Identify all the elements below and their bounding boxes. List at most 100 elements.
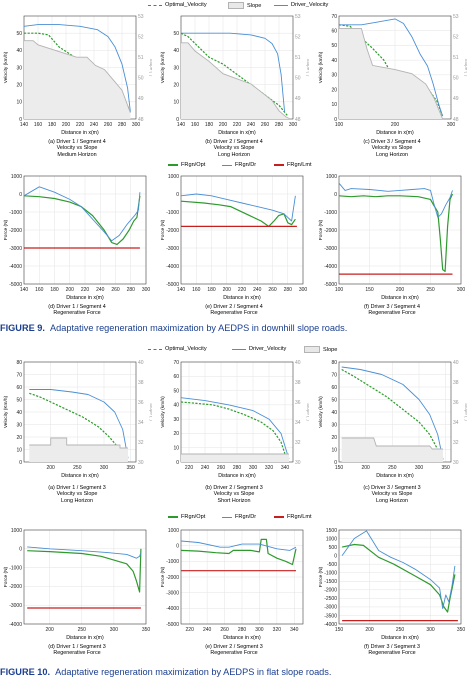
plot-frame [338, 529, 462, 625]
series-slope-area [341, 438, 443, 462]
y-tick-label: 40 [173, 48, 179, 54]
y2-tick-label: 53 [295, 14, 301, 20]
legend-driver-velocity: Driver_Velocity [232, 346, 286, 352]
x-tick-label: 180 [207, 287, 216, 293]
x-tick-label: 250 [73, 465, 82, 471]
series-frgn-opt [180, 538, 297, 566]
y2-tick-label: 36 [138, 400, 144, 406]
y-axis-label: Velocity (km/h) [160, 51, 166, 83]
caption-9a: (a) Driver 1 / Segment 4 Velocity vs Slop… [48, 139, 106, 158]
y-tick-label: -5000 [9, 282, 22, 288]
y-tick-label: 0 [176, 192, 179, 198]
legend-frgn-lmt: FRgn/Lmt [274, 162, 312, 168]
plot-frame [180, 529, 304, 625]
y-tick-label: 60 [331, 385, 337, 391]
y2-tick-label: 50 [453, 76, 459, 82]
series-frgn-dr [23, 186, 141, 242]
y-tick-label: -3000 [9, 603, 22, 609]
x-tick-label: 240 [90, 122, 99, 128]
x-tick-label: 160 [191, 122, 200, 128]
y-tick-label: -4000 [166, 264, 179, 270]
y-tick-label: 30 [331, 73, 337, 79]
x-tick-label: 160 [34, 122, 43, 128]
y-tick-label: 30 [173, 417, 179, 423]
caption-9e: (e) Driver 2 / Segment 4 Regenerative For… [205, 304, 263, 317]
x-tick-label: 300 [100, 465, 109, 471]
x-axis-label: Distance in x(m) [218, 130, 256, 136]
x-tick-label: 260 [111, 287, 120, 293]
y2-tick-label: 40 [453, 360, 459, 366]
y-tick-label: 40 [16, 48, 22, 54]
y-tick-label: 70 [16, 372, 22, 378]
x-tick-label: 100 [335, 122, 344, 128]
y-tick-label: -4000 [9, 622, 22, 628]
y-tick-label: -4000 [324, 264, 337, 270]
y2-tick-label: 38 [453, 380, 459, 386]
chart-10e: -5000 -4000 -3000 -2000 -1000 0 1000 220 240 260 2… [159, 526, 309, 642]
y2-axis-label: Slope (°) [306, 59, 309, 77]
x-tick-label: 320 [273, 627, 282, 633]
y-tick-label: 1000 [168, 174, 179, 180]
y-tick-label: 50 [173, 31, 179, 37]
series-driver-velocity [29, 389, 129, 459]
x-tick-label: 280 [118, 122, 127, 128]
caption-10b: (b) Driver 2 / Segment 3 Velocity vs Slop… [205, 485, 263, 504]
series-frgn-opt [23, 195, 141, 246]
x-tick-label: 140 [177, 287, 186, 293]
y-tick-label: 1500 [326, 528, 337, 534]
chart-svg: -5000 -4000 -3000 -2000 -1000 0 1000 140 160 180 2… [160, 174, 307, 301]
series-driver-velocity [339, 18, 444, 117]
y2-tick-label: 30 [138, 460, 144, 466]
x-tick-label: 220 [76, 122, 85, 128]
y2-tick-label: 51 [295, 55, 301, 61]
y-tick-label: -3000 [9, 246, 22, 252]
y-tick-label: 30 [16, 422, 22, 428]
x-tick-label: 140 [20, 287, 29, 293]
chart-10b: 0 10 20 30 40 50 60 70 220 240 260 280 300 320 340 30 32… [159, 358, 311, 480]
y-axis-label: Velocity (km/h) [318, 396, 324, 428]
y-tick-label: -2000 [9, 584, 22, 590]
legend-slope: Slope [304, 346, 337, 353]
x-tick-label: 200 [223, 287, 232, 293]
y-tick-label: 0 [176, 543, 179, 549]
y-axis-label: Force (N) [318, 219, 324, 240]
x-axis-label: Distance in x(m) [376, 473, 414, 479]
series-slope-area [181, 42, 291, 119]
fig9-force-legend: FRgn/Opt FRgn/Dr FRgn/Lmt [0, 162, 474, 174]
x-tick-label: 200 [62, 122, 71, 128]
legend-optimal-velocity: Optimal_Velocity [148, 346, 207, 352]
x-tick-label: 240 [247, 122, 256, 128]
series-slope-area [339, 28, 443, 119]
x-tick-label: 150 [365, 287, 374, 293]
y-tick-label: 70 [331, 372, 337, 378]
legend-optimal-velocity: Optimal_Velocity [148, 2, 207, 8]
x-axis-label: Distance in x(m) [376, 130, 414, 136]
y-tick-label: -1000 [9, 565, 22, 571]
y-axis-label: Force (N) [318, 566, 324, 587]
y-tick-label: -4000 [324, 622, 337, 628]
x-tick-label: 280 [127, 287, 136, 293]
y-tick-label: 0 [19, 117, 22, 123]
y2-tick-label: 34 [295, 420, 301, 426]
y2-tick-label: 48 [453, 117, 459, 123]
y-tick-label: 1000 [326, 536, 337, 542]
x-axis-label: Distance in x(m) [66, 295, 104, 301]
caption-10d: (d) Driver 1 / Segment 3 Regenerative For… [48, 644, 106, 657]
x-tick-label: 200 [365, 627, 374, 633]
chart-svg: -5000 -4000 -3000 -2000 -1000 0 1000 100 150 200 2… [318, 174, 465, 301]
y-tick-label: 50 [16, 31, 22, 37]
y-tick-label: 70 [331, 14, 337, 20]
x-tick-label: 300 [110, 627, 119, 633]
y2-tick-label: 49 [138, 96, 144, 102]
x-tick-label: 350 [457, 627, 466, 633]
figure9-caption: FIGURE 9. Adaptative regeneration maximi… [0, 323, 348, 333]
x-tick-label: 180 [205, 122, 214, 128]
series-slope-area [29, 438, 128, 462]
y2-tick-label: 49 [295, 96, 301, 102]
y-tick-label: -2500 [324, 596, 337, 602]
chart-10d: -4000 -3000 -2000 -1000 0 1000 200 250 300 350 Dis… [2, 526, 152, 642]
y-tick-label: 1000 [11, 528, 22, 534]
chart-svg: -4000 -3000 -2000 -1000 0 1000 200 250 300 350 Dis… [3, 528, 150, 641]
caption-9c: (c) Driver 3 / Segment 4 Velocity vs Slop… [363, 139, 421, 158]
